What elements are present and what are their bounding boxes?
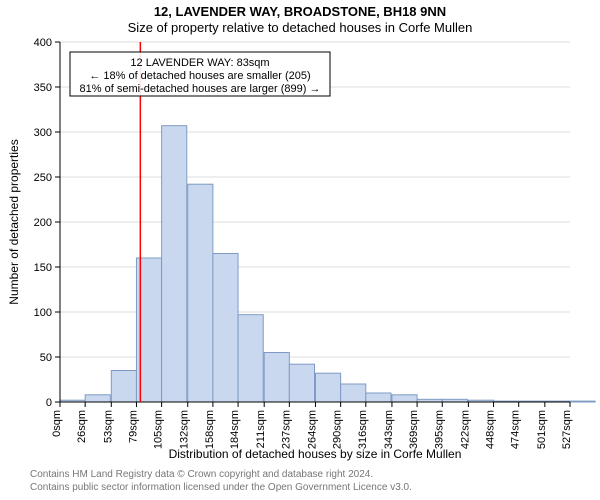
histogram-bar <box>188 184 213 402</box>
footer-line-2: Contains public sector information licen… <box>30 482 412 493</box>
x-tick-label: 395sqm <box>433 410 445 449</box>
x-axis-label: Distribution of detached houses by size … <box>169 447 462 461</box>
histogram-bar <box>289 364 314 402</box>
y-tick-label: 250 <box>34 172 52 184</box>
y-axis-label: Number of detached properties <box>7 139 21 304</box>
annotation-line-3: 81% of semi-detached houses are larger (… <box>80 83 321 95</box>
x-tick-label: 501sqm <box>536 410 548 449</box>
x-tick-label: 290sqm <box>332 410 344 449</box>
histogram-bar <box>341 384 366 402</box>
x-tick-label: 132sqm <box>179 410 191 449</box>
y-tick-label: 100 <box>34 307 52 319</box>
x-tick-label: 237sqm <box>280 410 292 449</box>
x-tick-label: 211sqm <box>255 410 267 448</box>
histogram-bar <box>162 126 187 402</box>
x-tick-label: 474sqm <box>510 410 522 449</box>
histogram-bar <box>570 401 595 402</box>
chart-title-1: 12, LAVENDER WAY, BROADSTONE, BH18 9NN <box>154 4 446 19</box>
histogram-bar <box>392 395 417 402</box>
y-tick-label: 400 <box>34 37 52 49</box>
x-tick-label: 184sqm <box>229 410 241 449</box>
x-tick-label: 53sqm <box>102 410 114 443</box>
x-tick-label: 26sqm <box>76 410 88 443</box>
histogram-bar <box>366 393 391 402</box>
x-tick-label: 527sqm <box>561 410 573 449</box>
y-tick-label: 0 <box>46 397 52 409</box>
x-tick-label: 448sqm <box>485 410 497 449</box>
x-tick-label: 422sqm <box>459 410 471 449</box>
x-tick-label: 316sqm <box>357 410 369 449</box>
x-tick-label: 369sqm <box>408 410 420 449</box>
x-tick-label: 158sqm <box>204 410 216 449</box>
x-tick-label: 264sqm <box>306 410 318 449</box>
y-tick-label: 200 <box>34 217 52 229</box>
x-tick-label: 79sqm <box>127 410 139 443</box>
histogram-bar <box>85 395 110 402</box>
histogram-bar <box>264 353 289 403</box>
annotation-line-1: 12 LAVENDER WAY: 83sqm <box>130 57 269 69</box>
chart-title-2: Size of property relative to detached ho… <box>128 20 473 35</box>
y-tick-label: 350 <box>34 82 52 94</box>
y-tick-label: 150 <box>34 262 52 274</box>
chart-svg: 12, LAVENDER WAY, BROADSTONE, BH18 9NNSi… <box>0 0 600 500</box>
histogram-bar <box>111 371 136 403</box>
footer-line-1: Contains HM Land Registry data © Crown c… <box>30 469 373 480</box>
histogram-bar <box>315 373 340 402</box>
y-tick-label: 300 <box>34 127 52 139</box>
histogram-chart: 12, LAVENDER WAY, BROADSTONE, BH18 9NNSi… <box>0 0 600 500</box>
y-tick-label: 50 <box>40 352 52 364</box>
x-tick-label: 0sqm <box>51 410 63 437</box>
histogram-bar <box>213 254 238 403</box>
x-tick-label: 105sqm <box>153 410 165 449</box>
x-tick-label: 343sqm <box>383 410 395 449</box>
annotation-line-2: ← 18% of detached houses are smaller (20… <box>89 70 310 82</box>
histogram-bar <box>238 315 263 402</box>
